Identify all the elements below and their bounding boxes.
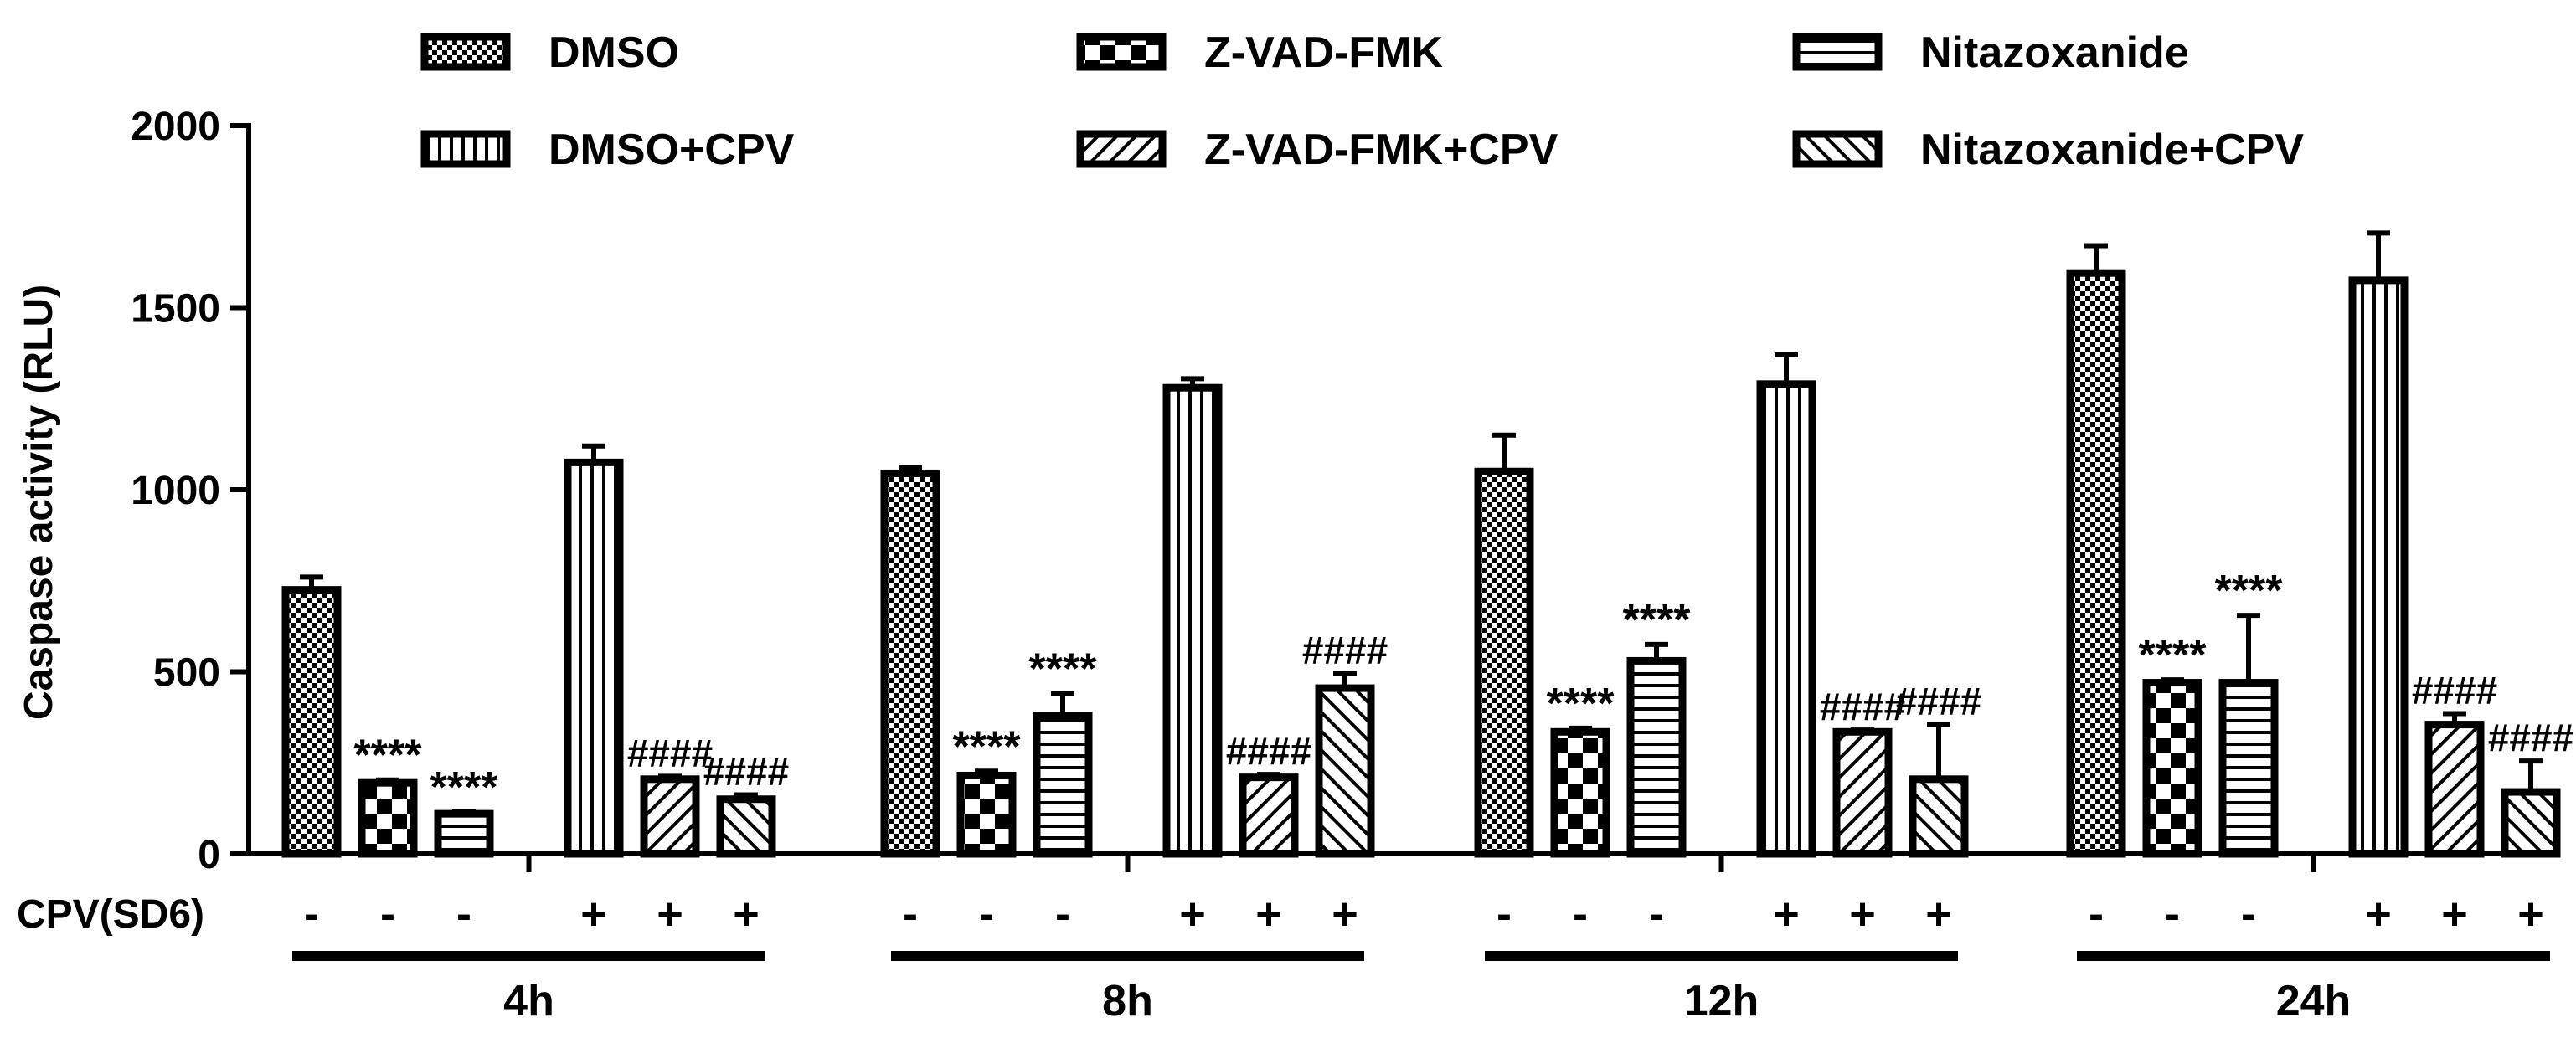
legend-swatch-z-vad-fmk bbox=[1076, 33, 1167, 71]
bar-dmso-4h bbox=[281, 586, 342, 858]
bar-dmso-cpv-12h bbox=[1756, 380, 1816, 858]
y-tick-label: 500 bbox=[153, 651, 220, 696]
legend-label-nitazoxanide: Nitazoxanide bbox=[1920, 28, 2189, 77]
significance-label: #### bbox=[2488, 716, 2573, 759]
significance-label: #### bbox=[1896, 680, 1981, 723]
bar-nitazoxanide-8h bbox=[1033, 712, 1093, 858]
bar-nitazoxanide-12h bbox=[1626, 656, 1687, 858]
cpv-sign: - bbox=[1649, 889, 1664, 939]
cpv-sign: - bbox=[1055, 889, 1070, 939]
cpv-sign: + bbox=[2441, 889, 2468, 939]
y-tick-label: 1500 bbox=[131, 287, 220, 331]
cpv-sign: + bbox=[2517, 889, 2544, 939]
legend-swatch-nitazoxanide-cpv bbox=[1792, 130, 1883, 168]
y-axis-label: Caspase activity (RLU) bbox=[17, 285, 61, 720]
legend-swatch-z-vad-fmk-cpv bbox=[1076, 130, 1167, 168]
significance-label: **** bbox=[1029, 645, 1098, 694]
cpv-sign: - bbox=[1573, 889, 1588, 939]
cpv-sign: + bbox=[1255, 889, 1282, 939]
group-label-4h: 4h bbox=[503, 977, 554, 1025]
bar-dmso-cpv-24h bbox=[2348, 276, 2409, 858]
significance-label: #### bbox=[703, 750, 789, 794]
cpv-row-label: CPV(SD6) bbox=[17, 892, 204, 937]
cpv-sign: + bbox=[2365, 889, 2392, 939]
legend-label-dmso: DMSO bbox=[549, 28, 679, 77]
bar-z-vad-fmk-4h bbox=[358, 778, 418, 858]
cpv-sign: + bbox=[1849, 889, 1876, 939]
cpv-sign: - bbox=[304, 889, 319, 939]
cpv-sign: + bbox=[1179, 889, 1206, 939]
cpv-sign: - bbox=[380, 889, 395, 939]
group-label-12h: 12h bbox=[1684, 977, 1759, 1025]
cpv-sign: - bbox=[2165, 889, 2180, 939]
bar-dmso-cpv-4h bbox=[564, 458, 624, 858]
bar-dmso-12h bbox=[1474, 467, 1534, 858]
cpv-sign: + bbox=[1773, 889, 1800, 939]
bar-z-vad-fmk-8h bbox=[956, 771, 1017, 858]
legend-swatch-dmso bbox=[420, 33, 511, 71]
cpv-sign: - bbox=[903, 889, 918, 939]
bar-nitazoxanide-cpv-4h bbox=[716, 795, 776, 858]
bar-z-vad-fmk-cpv-8h bbox=[1239, 773, 1299, 858]
significance-label: #### bbox=[1226, 729, 1311, 773]
significance-label: **** bbox=[953, 722, 1022, 771]
significance-label: **** bbox=[430, 763, 499, 812]
significance-label: #### bbox=[1302, 629, 1388, 672]
bar-nitazoxanide-4h bbox=[434, 809, 494, 858]
bar-z-vad-fmk-cpv-12h bbox=[1832, 727, 1893, 858]
significance-label: **** bbox=[2215, 567, 2284, 615]
bar-dmso-cpv-8h bbox=[1162, 383, 1223, 858]
bar-nitazoxanide-cpv-24h bbox=[2501, 788, 2561, 858]
significance-label: **** bbox=[2139, 631, 2208, 680]
y-tick-label: 2000 bbox=[131, 105, 220, 149]
legend-label-z-vad-fmk: Z-VAD-FMK bbox=[1204, 28, 1443, 77]
legend-swatch-dmso-cpv bbox=[420, 130, 511, 168]
significance-label: **** bbox=[1547, 680, 1615, 728]
significance-label: #### bbox=[1820, 685, 1905, 728]
bar-z-vad-fmk-cpv-4h bbox=[640, 775, 700, 858]
bar-z-vad-fmk-12h bbox=[1550, 727, 1610, 858]
cpv-sign: - bbox=[1497, 889, 1512, 939]
cpv-sign: - bbox=[456, 889, 471, 939]
cpv-sign: - bbox=[2089, 889, 2104, 939]
cpv-sign: + bbox=[1332, 889, 1358, 939]
bar-nitazoxanide-cpv-8h bbox=[1315, 684, 1375, 858]
group-label-24h: 24h bbox=[2276, 977, 2352, 1025]
cpv-sign: + bbox=[733, 889, 760, 939]
legend: DMSO Z-VAD-FMK Nitazoxanide DMSO+CPV Z-VAD-F… bbox=[420, 28, 2304, 174]
significance-label: **** bbox=[354, 732, 423, 780]
cpv-sign: - bbox=[2241, 889, 2256, 939]
bar-dmso-24h bbox=[2066, 269, 2126, 858]
bar-nitazoxanide-cpv-12h bbox=[1909, 775, 1969, 858]
legend-label-nitazoxanide-cpv: Nitazoxanide+CPV bbox=[1920, 126, 2304, 174]
significance-label: **** bbox=[1623, 596, 1692, 645]
legend-label-dmso-cpv: DMSO+CPV bbox=[549, 126, 795, 174]
cpv-row: CPV(SD6) - - - + + +4h- - - + + +8h- - - + + +12h- - - + + +2… bbox=[17, 889, 2550, 1025]
group-label-8h: 8h bbox=[1102, 977, 1153, 1025]
significance-label: #### bbox=[2412, 669, 2497, 712]
bar-z-vad-fmk-24h bbox=[2142, 679, 2202, 858]
cpv-sign: + bbox=[580, 889, 607, 939]
cpv-sign: + bbox=[1925, 889, 1952, 939]
legend-swatch-nitazoxanide bbox=[1792, 33, 1883, 71]
bar-z-vad-fmk-cpv-24h bbox=[2424, 721, 2485, 858]
y-tick-label: 0 bbox=[198, 833, 220, 877]
cpv-sign: + bbox=[657, 889, 683, 939]
bars: **** ****************************#### ####… bbox=[281, 230, 2573, 858]
axes: 0 500 1000 1500 2000 bbox=[131, 105, 2556, 877]
y-tick-label: 1000 bbox=[131, 469, 220, 513]
cpv-sign: - bbox=[979, 889, 994, 939]
legend-label-z-vad-fmk-cpv: Z-VAD-FMK+CPV bbox=[1204, 126, 1558, 174]
bar-dmso-8h bbox=[880, 469, 940, 858]
bar-nitazoxanide-24h bbox=[2218, 679, 2279, 858]
significance-label: #### bbox=[627, 731, 713, 774]
